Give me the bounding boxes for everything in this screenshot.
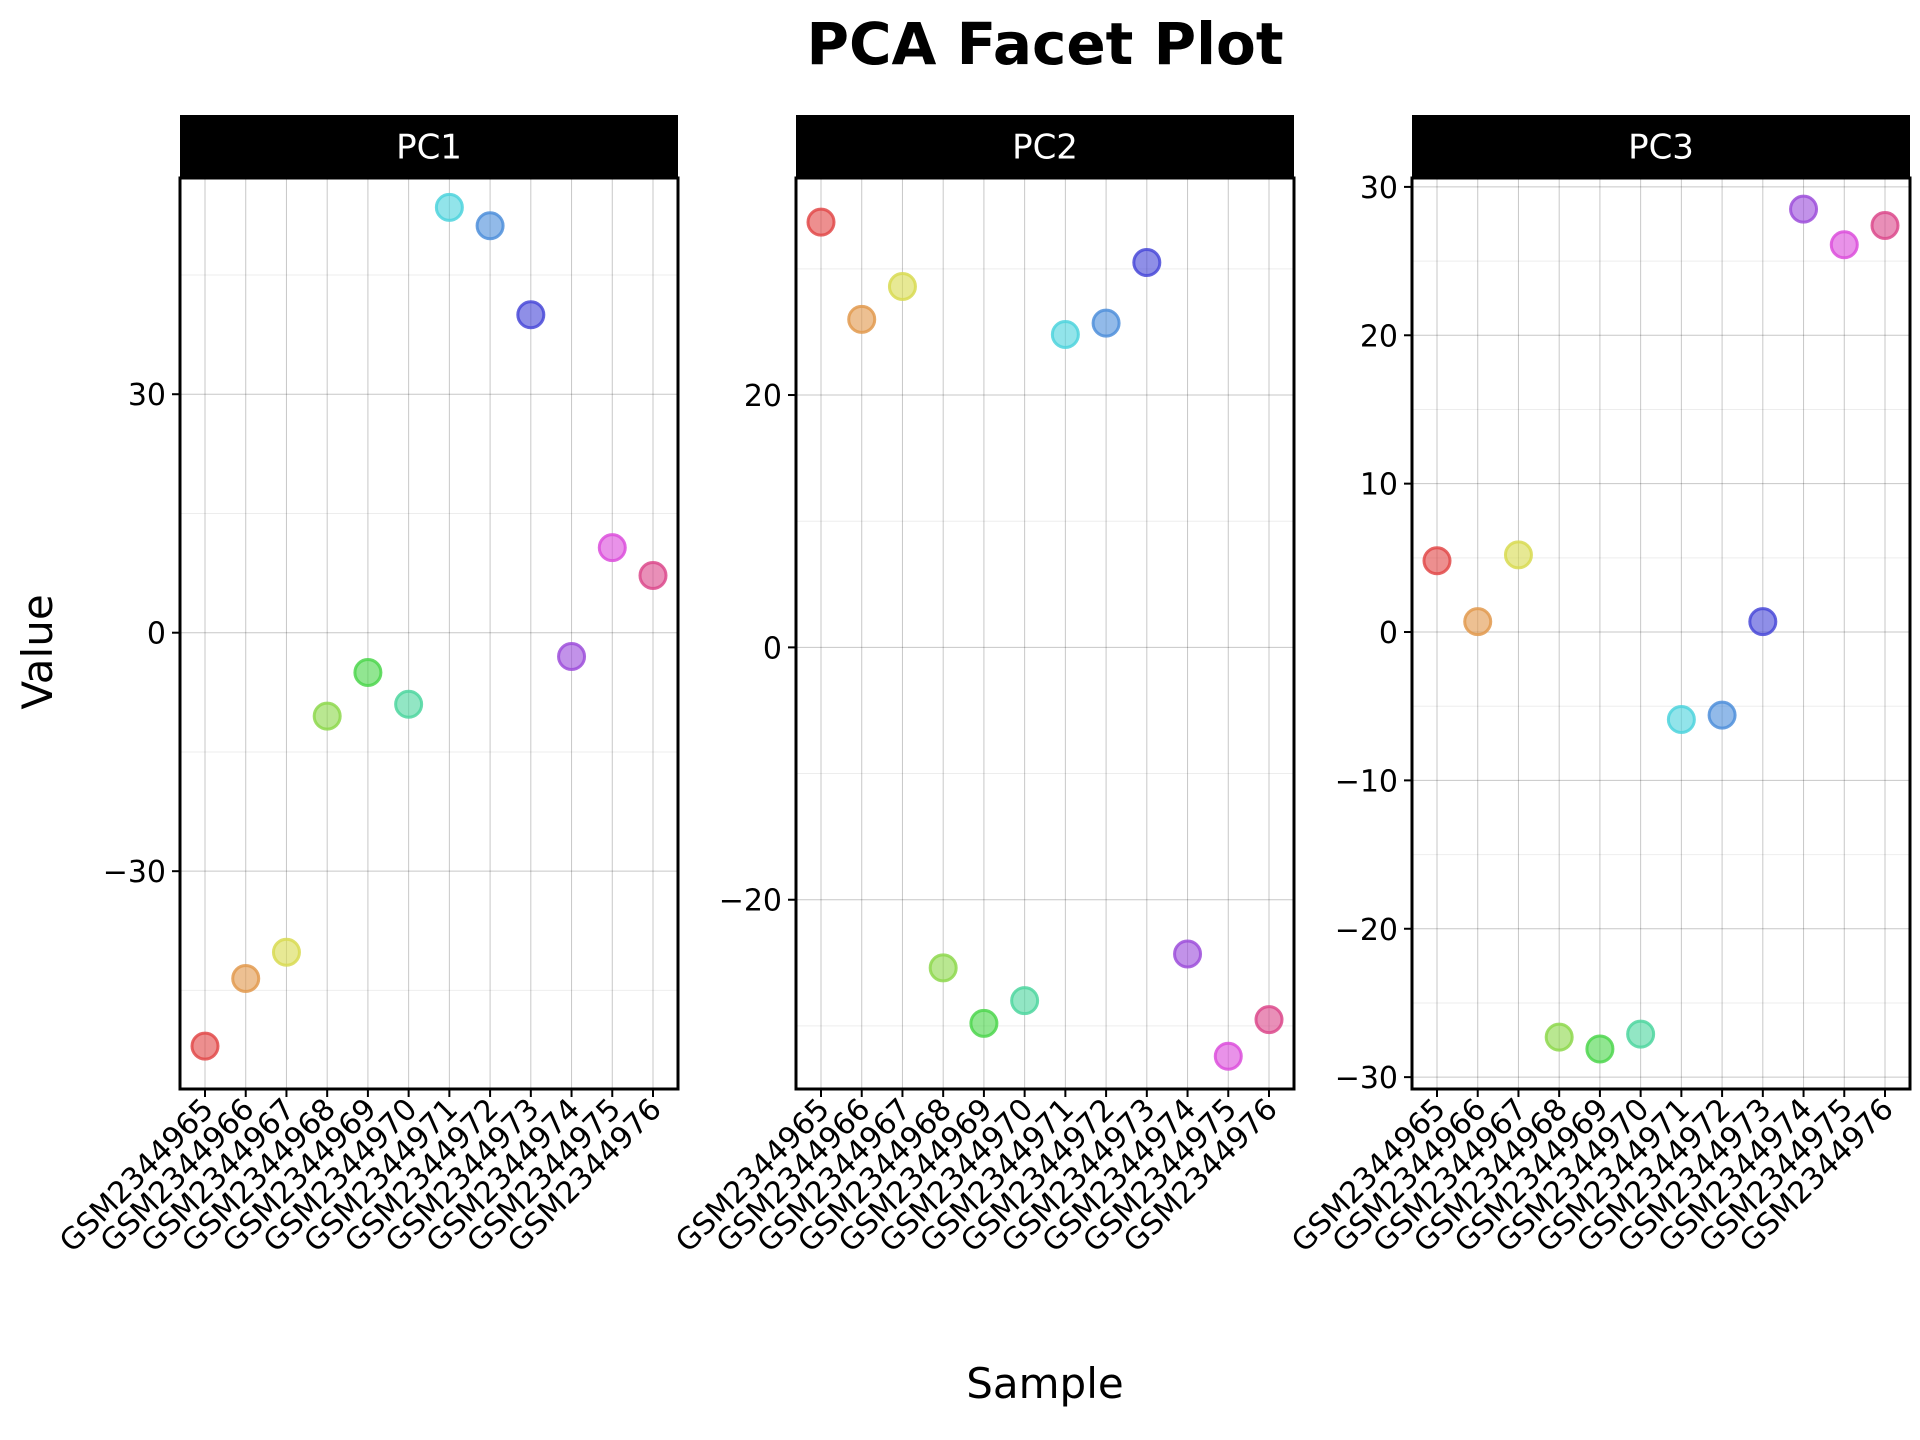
data-point: GSM2344975: 10.7 xyxy=(597,533,627,563)
data-point: GSM2344972: -5.6 xyxy=(1707,700,1737,730)
facet-panel-pc2: −20020GSM2344965GSM2344966GSM2344967GSM2… xyxy=(669,115,1296,1259)
x-axis-title: Sample xyxy=(966,1359,1123,1408)
facet-panels: −30030GSM2344965GSM2344966GSM2344967GSM2… xyxy=(53,115,1912,1259)
data-point: GSM2344968: -10.5 xyxy=(312,701,342,731)
y-tick-label: 0 xyxy=(763,631,782,666)
data-point: GSM2344975: -32.4 xyxy=(1213,1041,1243,1071)
data-point: GSM2344970: -9 xyxy=(394,689,424,719)
y-tick-label: −20 xyxy=(719,884,782,919)
y-tick-label: 20 xyxy=(744,379,782,414)
data-point: GSM2344973: 0.7 xyxy=(1748,607,1778,637)
data-point: GSM2344969: -5 xyxy=(353,657,383,687)
panel-frame xyxy=(1410,176,1912,1091)
y-tick-label: 0 xyxy=(147,617,166,652)
data-point: GSM2344966: -43.5 xyxy=(231,964,261,994)
data-point: GSM2344976: 7.2 xyxy=(638,560,668,590)
data-point: GSM2344966: 26 xyxy=(847,304,877,334)
data-point: GSM2344968: -27.3 xyxy=(1544,1022,1574,1052)
chart-title: PCA Facet Plot xyxy=(806,10,1283,78)
data-point: GSM2344967: -40.2 xyxy=(271,937,301,967)
facet-panel-pc1: −30030GSM2344965GSM2344966GSM2344967GSM2… xyxy=(53,115,680,1259)
data-point: GSM2344971: -5.9 xyxy=(1666,705,1696,735)
data-point: GSM2344970: -28 xyxy=(1010,986,1040,1016)
data-point: GSM2344974: -24.3 xyxy=(1173,939,1203,969)
data-point: GSM2344971: 24.8 xyxy=(1050,319,1080,349)
data-point: GSM2344971: 53.5 xyxy=(434,192,464,222)
facet-strip xyxy=(1412,115,1910,178)
data-point: GSM2344966: 0.7 xyxy=(1463,607,1493,637)
data-point: GSM2344967: 5.2 xyxy=(1503,540,1533,570)
y-tick-label: 30 xyxy=(1360,171,1398,206)
data-point: GSM2344975: 26.1 xyxy=(1829,230,1859,260)
data-point: GSM2344972: 51.2 xyxy=(475,211,505,241)
data-point: GSM2344976: 27.4 xyxy=(1870,210,1900,240)
y-tick-label: 0 xyxy=(1379,616,1398,651)
data-point: GSM2344965: 33.7 xyxy=(806,207,836,237)
data-point: GSM2344976: -29.5 xyxy=(1254,1005,1284,1035)
y-tick-label: −30 xyxy=(103,855,166,890)
facet-strip-label: PC1 xyxy=(396,128,462,168)
y-tick-label: 10 xyxy=(1360,468,1398,503)
data-point: GSM2344969: -28.1 xyxy=(1585,1034,1615,1064)
y-tick-label: 20 xyxy=(1360,319,1398,354)
facet-strip xyxy=(796,115,1294,178)
facet-strip xyxy=(180,115,678,178)
facet-strip-label: PC2 xyxy=(1012,128,1078,168)
y-tick-label: −20 xyxy=(1335,913,1398,948)
data-point: GSM2344973: 40 xyxy=(516,300,546,330)
y-tick-label: −10 xyxy=(1335,764,1398,799)
data-point: GSM2344973: 30.5 xyxy=(1132,248,1162,278)
data-point: GSM2344965: -52 xyxy=(190,1031,220,1061)
data-point: GSM2344972: 25.7 xyxy=(1091,308,1121,338)
y-axis-title: Value xyxy=(13,594,62,709)
data-point: GSM2344969: -29.8 xyxy=(969,1008,999,1038)
facet-strip-label: PC3 xyxy=(1628,128,1694,168)
data-point: GSM2344968: -25.4 xyxy=(928,953,958,983)
data-point: GSM2344974: -3 xyxy=(557,642,587,672)
y-tick-label: 30 xyxy=(128,378,166,413)
panel-frame xyxy=(178,176,680,1091)
data-point: GSM2344970: -27.1 xyxy=(1626,1019,1656,1049)
facet-panel-pc3: −30−20−100102030GSM2344965GSM2344966GSM2… xyxy=(1285,115,1912,1259)
y-tick-label: −30 xyxy=(1335,1061,1398,1096)
data-point: GSM2344967: 28.6 xyxy=(887,272,917,302)
data-point: GSM2344965: 4.8 xyxy=(1422,546,1452,576)
data-point: GSM2344974: 28.5 xyxy=(1789,194,1819,224)
